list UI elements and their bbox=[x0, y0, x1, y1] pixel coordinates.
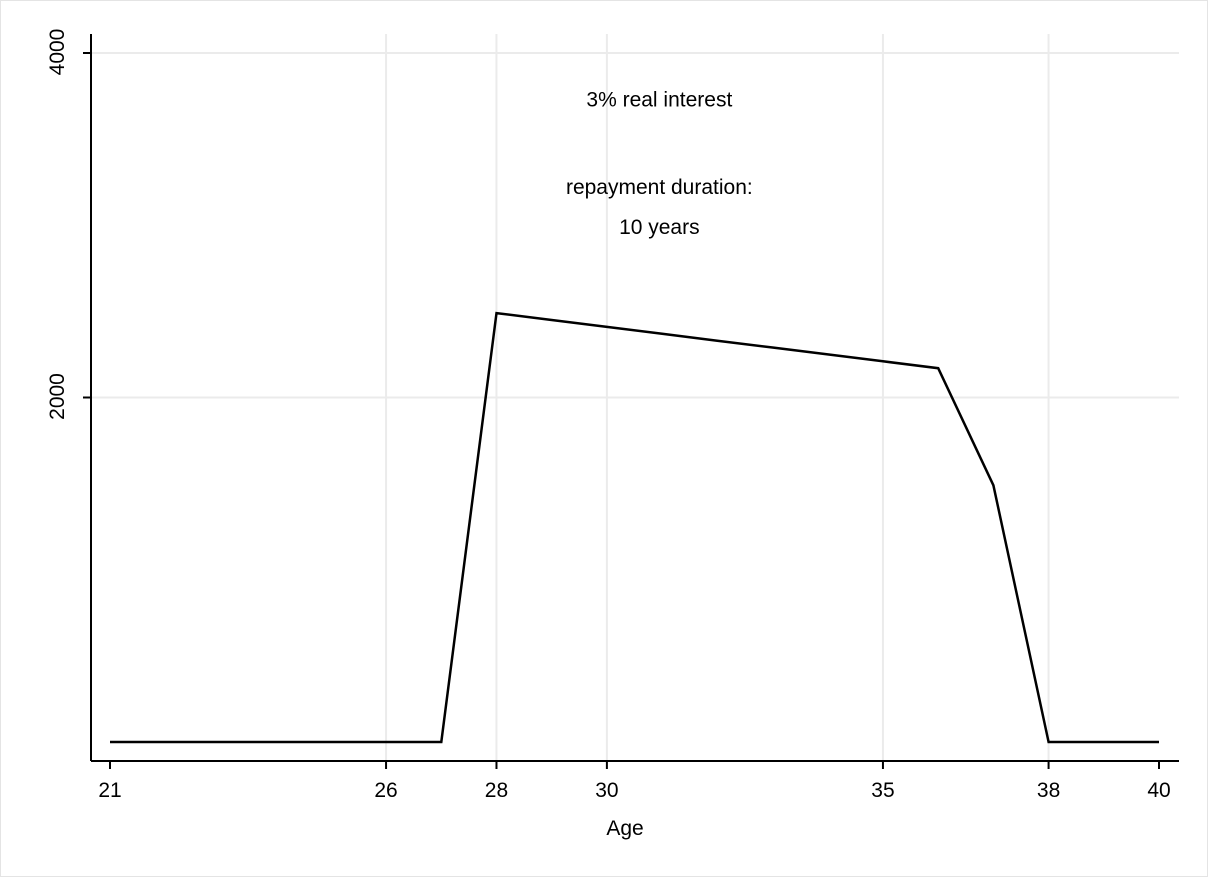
y-tick-label-2000: 2000 bbox=[46, 373, 69, 420]
gridlines bbox=[91, 34, 1179, 761]
series-group bbox=[110, 311, 1159, 744]
annotation-0: 3% real interest bbox=[586, 88, 732, 111]
annotation-1: repayment duration: bbox=[566, 176, 753, 199]
x-axis-title: Age bbox=[606, 817, 643, 840]
x-tick-label-40: 40 bbox=[1147, 779, 1170, 802]
x-axis-ticks: 21 26 28 30 35 38 40 bbox=[98, 761, 1171, 802]
annotations: 3% real interest repayment duration: 10 ye… bbox=[566, 88, 753, 238]
x-tick-label-21: 21 bbox=[98, 779, 121, 802]
y-axis-ticks: 2000 4000 bbox=[46, 29, 91, 420]
x-tick-label-26: 26 bbox=[374, 779, 397, 802]
x-tick-label-30: 30 bbox=[595, 779, 618, 802]
annotation-2: 10 years bbox=[619, 216, 700, 239]
x-tick-label-38: 38 bbox=[1037, 779, 1060, 802]
x-tick-label-28: 28 bbox=[485, 779, 508, 802]
y-tick-label-4000: 4000 bbox=[46, 29, 69, 76]
x-tick-label-35: 35 bbox=[871, 779, 894, 802]
series-line-0 bbox=[110, 311, 1159, 744]
